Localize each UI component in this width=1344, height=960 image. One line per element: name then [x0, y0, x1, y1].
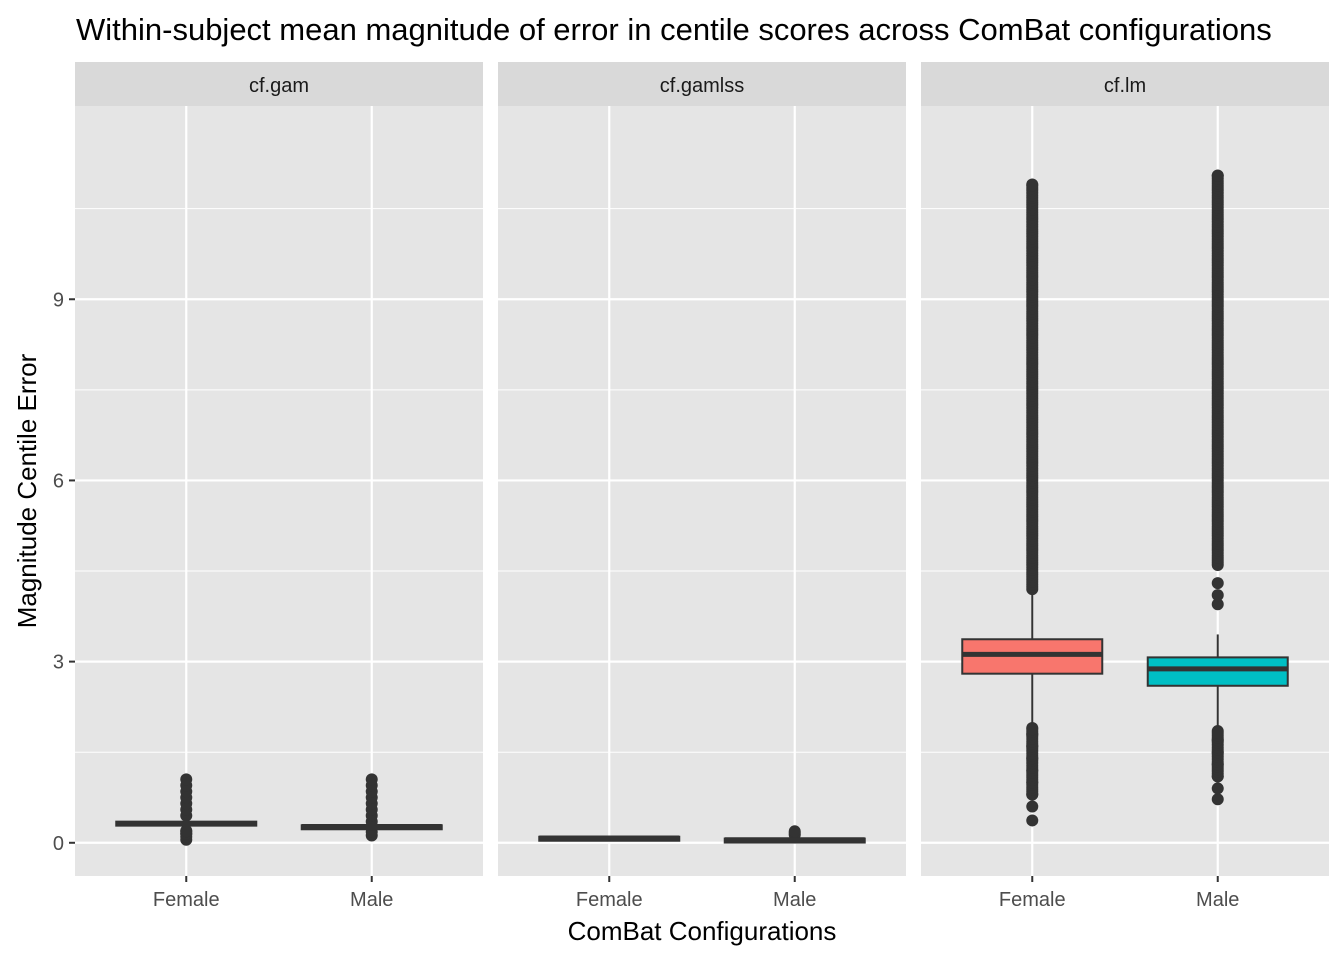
y-axis: 0 3 6 9 [53, 289, 75, 855]
x-tick-label: Male [773, 889, 816, 911]
facet-cf-lm: cf.lm Female Male [921, 62, 1329, 911]
outlier-point [1211, 726, 1224, 739]
outlier-point [1026, 178, 1039, 191]
outlier-point [1026, 814, 1039, 827]
facet-strip [498, 62, 906, 106]
outlier-point [1211, 782, 1224, 795]
panel-background [921, 106, 1329, 876]
y-axis-title: Magnitude Centile Error [12, 353, 42, 628]
outlier-point [180, 773, 193, 786]
x-axis-title: ComBat Configurations [568, 916, 837, 946]
outlier-point [1211, 169, 1224, 182]
box-cf-gam-male [300, 773, 443, 842]
chart-title: Within-subject mean magnitude of error i… [76, 12, 1272, 47]
x-tick-label: Male [350, 889, 393, 911]
outlier-point [1211, 577, 1224, 590]
facet-strip [921, 62, 1329, 106]
outlier-point [1026, 723, 1039, 736]
outlier-point [180, 825, 193, 838]
panel-background [75, 106, 483, 876]
facet-label: cf.gam [249, 75, 309, 97]
x-tick-label: Male [1196, 889, 1239, 911]
facet-strip [75, 62, 483, 106]
outlier-point [788, 825, 801, 838]
outlier-point [1211, 598, 1224, 611]
panel-background [498, 106, 906, 876]
outlier-point [1211, 589, 1224, 602]
y-tick-label: 0 [53, 833, 64, 855]
facet-cf-gam: cf.gam Female Male [75, 62, 483, 911]
y-tick-label: 6 [53, 470, 64, 492]
box-cf-lm-female [961, 178, 1104, 827]
x-tick-label: Female [576, 889, 643, 911]
box-cf-lm-male [1146, 169, 1289, 806]
facet-cf-gamlss: cf.gamlss Female Male [498, 62, 906, 911]
y-tick-label: 3 [53, 652, 64, 674]
facet-label: cf.lm [1104, 75, 1146, 97]
box-cf-gamlss-female [538, 835, 681, 842]
x-tick-label: Female [153, 889, 220, 911]
outlier-point [1211, 793, 1224, 806]
box-cf-gam-female [115, 773, 258, 846]
outlier-point [365, 773, 378, 786]
box-body [1146, 656, 1289, 687]
y-tick-label: 9 [53, 289, 64, 311]
facet-label: cf.gamlss [660, 75, 744, 97]
box-cf-gamlss-male [723, 825, 866, 844]
outlier-point [1026, 800, 1039, 813]
x-tick-label: Female [999, 889, 1066, 911]
